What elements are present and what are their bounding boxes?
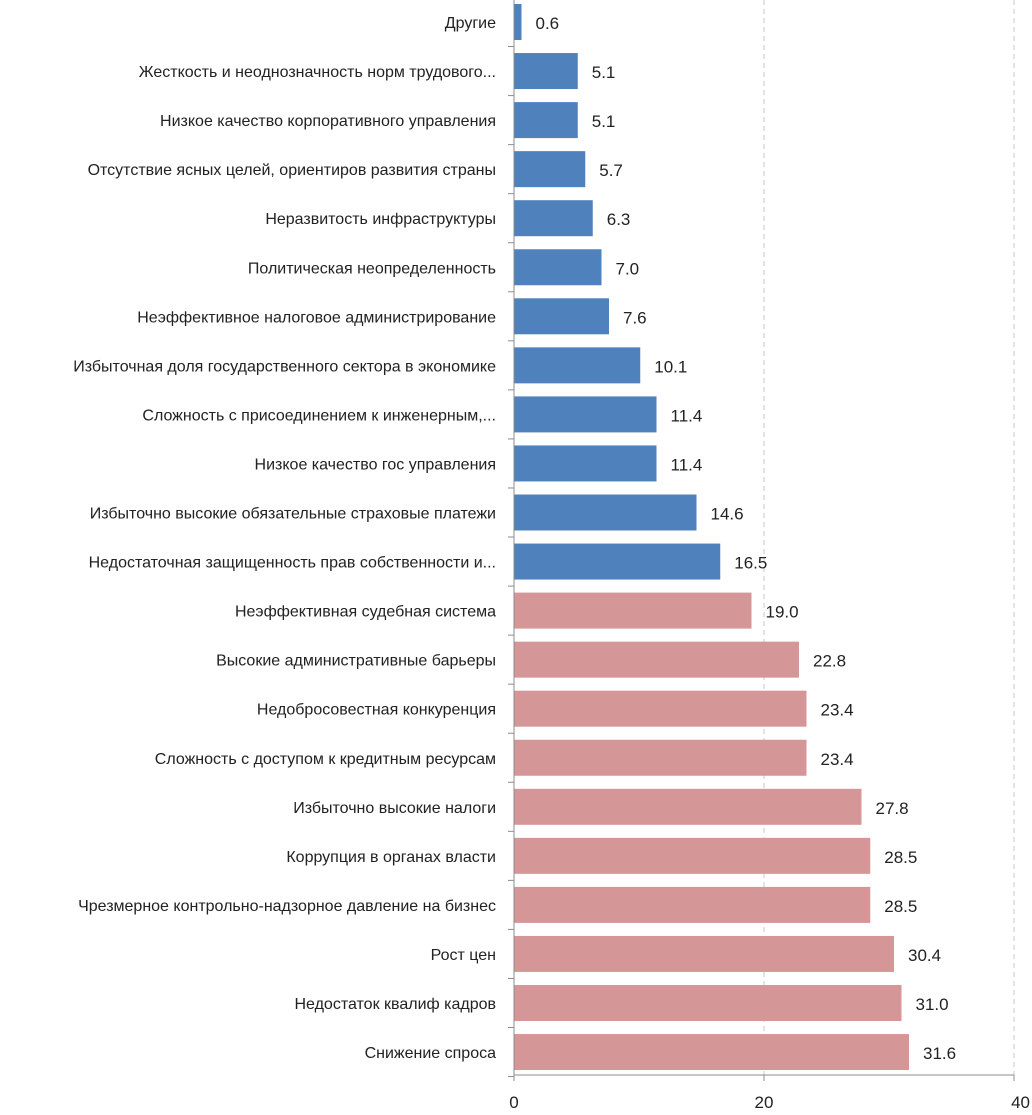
value-label-9: 11.4 — [671, 406, 703, 425]
category-label-10: Низкое качество гос управления — [255, 456, 496, 473]
category-label-15: Недобросовестная конкуренция — [257, 702, 496, 719]
bar-13 — [514, 592, 752, 629]
bar-16 — [514, 739, 807, 776]
bar-1 — [514, 4, 522, 40]
category-label-20: Рост цен — [431, 947, 496, 964]
value-label-4: 5.7 — [599, 161, 623, 180]
bar-4 — [514, 151, 586, 188]
category-labels: Другие Жесткость и неоднозначность норм т… — [73, 15, 496, 1062]
bar-17 — [514, 788, 862, 825]
bar-6 — [514, 249, 602, 286]
bar-14 — [514, 641, 799, 678]
value-label-21: 31.0 — [916, 995, 949, 1014]
category-label-2: Жесткость и неоднозначность норм трудово… — [139, 64, 496, 81]
category-label-16: Сложность с доступом к кредитным ресурса… — [155, 751, 496, 768]
bar-18 — [514, 837, 871, 874]
category-label-11: Избыточно высокие обязательные страховые… — [90, 506, 496, 523]
value-labels: 0.6 5.1 5.1 5.7 6.3 7.0 7.6 10.1 11.4 11.4 14.6 16.… — [536, 14, 957, 1063]
bar-12 — [514, 543, 721, 580]
value-label-16: 23.4 — [821, 750, 854, 769]
category-label-8: Избыточная доля государственного сектора… — [73, 358, 496, 375]
value-label-22: 31.6 — [923, 1044, 956, 1063]
bar-10 — [514, 445, 657, 482]
x-tick-label-40: 40 — [1011, 1093, 1030, 1112]
axes — [508, 0, 1015, 1081]
value-label-8: 10.1 — [654, 357, 687, 376]
bar-8 — [514, 347, 641, 384]
category-label-14: Высокие административные барьеры — [216, 653, 496, 670]
bar-3 — [514, 102, 578, 139]
bars — [514, 4, 909, 1071]
category-label-18: Коррупция в органах власти — [286, 849, 496, 866]
value-label-14: 22.8 — [813, 652, 846, 671]
bar-15 — [514, 690, 807, 727]
bar-19 — [514, 886, 871, 923]
value-label-20: 30.4 — [908, 946, 941, 965]
bar-11 — [514, 494, 697, 531]
value-label-11: 14.6 — [711, 505, 744, 524]
value-label-1: 0.6 — [536, 14, 560, 33]
bar-5 — [514, 200, 593, 237]
value-label-10: 11.4 — [671, 455, 703, 474]
category-label-13: Неэффективная судебная система — [235, 604, 496, 621]
category-label-22: Снижение спроса — [365, 1045, 497, 1062]
value-label-5: 6.3 — [607, 210, 631, 229]
value-label-3: 5.1 — [592, 112, 616, 131]
x-tick-label-0: 0 — [509, 1093, 518, 1112]
value-label-17: 27.8 — [876, 799, 909, 818]
category-label-21: Недостаток квалиф кадров — [294, 996, 496, 1013]
value-label-18: 28.5 — [884, 848, 917, 867]
bar-7 — [514, 298, 609, 335]
category-label-12: Недостаточная защищенность прав собствен… — [89, 555, 496, 572]
value-label-19: 28.5 — [884, 897, 917, 916]
value-label-12: 16.5 — [734, 554, 767, 573]
category-label-9: Сложность с присоединением к инженерным,… — [142, 407, 496, 424]
value-label-2: 5.1 — [592, 63, 616, 82]
category-label-7: Неэффективное налоговое администрировани… — [137, 309, 496, 326]
category-label-17: Избыточно высокие налоги — [293, 800, 496, 817]
bar-22 — [514, 1034, 909, 1071]
category-label-1: Другие — [445, 15, 496, 32]
category-label-4: Отсутствие ясных целей, ориентиров разви… — [88, 162, 496, 179]
value-label-6: 7.0 — [616, 259, 640, 278]
value-label-7: 7.6 — [623, 308, 647, 327]
value-label-15: 23.4 — [821, 701, 854, 720]
category-label-5: Неразвитость инфраструктуры — [265, 211, 496, 228]
category-label-19: Чрезмерное контрольно-надзорное давление… — [78, 898, 496, 915]
category-label-3: Низкое качество корпоративного управлени… — [160, 113, 496, 130]
bar-9 — [514, 396, 657, 433]
x-tick-labels: 0 20 40 — [509, 1093, 1030, 1112]
value-label-13: 19.0 — [766, 603, 799, 622]
category-label-6: Политическая неопределенность — [248, 260, 496, 277]
bar-21 — [514, 985, 902, 1021]
x-tick-label-20: 20 — [755, 1093, 774, 1112]
bar-2 — [514, 53, 578, 90]
bar-20 — [514, 935, 894, 972]
